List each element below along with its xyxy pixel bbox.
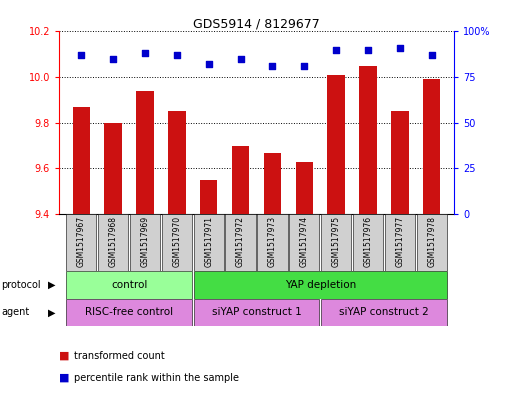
Text: ▶: ▶ [48,280,55,290]
FancyBboxPatch shape [193,214,224,271]
Bar [359,66,377,214]
Text: GSM1517972: GSM1517972 [236,216,245,267]
Text: percentile rank within the sample: percentile rank within the sample [74,373,240,383]
Text: control: control [111,280,147,290]
Bar [104,123,122,214]
Text: GSM1517975: GSM1517975 [331,216,341,267]
Text: GSM1517973: GSM1517973 [268,216,277,267]
Text: ■: ■ [59,373,69,383]
Point [396,45,404,51]
Bar [327,75,345,214]
Text: GSM1517970: GSM1517970 [172,216,182,267]
Bar [391,111,409,214]
FancyBboxPatch shape [162,214,192,271]
Text: GSM1517978: GSM1517978 [427,216,436,267]
Bar [168,111,186,214]
Text: GSM1517967: GSM1517967 [77,216,86,267]
Text: ▶: ▶ [48,307,55,318]
FancyBboxPatch shape [385,214,415,271]
Point [77,52,85,58]
Bar [295,162,313,214]
Bar [200,180,218,214]
Text: transformed count: transformed count [74,351,165,361]
FancyBboxPatch shape [225,214,255,271]
Text: siYAP construct 2: siYAP construct 2 [339,307,429,318]
FancyBboxPatch shape [193,271,447,299]
FancyBboxPatch shape [289,214,320,271]
FancyBboxPatch shape [130,214,160,271]
Text: GSM1517977: GSM1517977 [396,216,404,267]
Bar [232,146,249,214]
Text: GSM1517968: GSM1517968 [109,216,117,267]
Text: GSM1517976: GSM1517976 [364,216,372,267]
FancyBboxPatch shape [193,299,320,326]
Text: RISC-free control: RISC-free control [85,307,173,318]
Point [364,46,372,53]
Point [236,56,245,62]
Text: GSM1517971: GSM1517971 [204,216,213,267]
Text: YAP depletion: YAP depletion [285,280,356,290]
FancyBboxPatch shape [417,214,447,271]
Point [428,52,436,58]
Text: ■: ■ [59,351,69,361]
Point [109,56,117,62]
Text: GSM1517974: GSM1517974 [300,216,309,267]
FancyBboxPatch shape [353,214,383,271]
Point [141,50,149,57]
Bar [72,107,90,214]
Point [332,46,340,53]
Text: GSM1517969: GSM1517969 [141,216,149,267]
FancyBboxPatch shape [258,214,288,271]
FancyBboxPatch shape [98,214,128,271]
Point [268,63,277,69]
FancyBboxPatch shape [66,299,192,326]
FancyBboxPatch shape [66,271,192,299]
Text: agent: agent [1,307,29,318]
Bar [136,91,154,214]
Point [300,63,308,69]
FancyBboxPatch shape [321,214,351,271]
Point [173,52,181,58]
Point [205,61,213,68]
FancyBboxPatch shape [321,299,447,326]
FancyBboxPatch shape [66,214,96,271]
Bar [423,79,441,214]
Text: siYAP construct 1: siYAP construct 1 [212,307,301,318]
Title: GDS5914 / 8129677: GDS5914 / 8129677 [193,17,320,30]
Text: protocol: protocol [1,280,41,290]
Bar [264,152,281,214]
